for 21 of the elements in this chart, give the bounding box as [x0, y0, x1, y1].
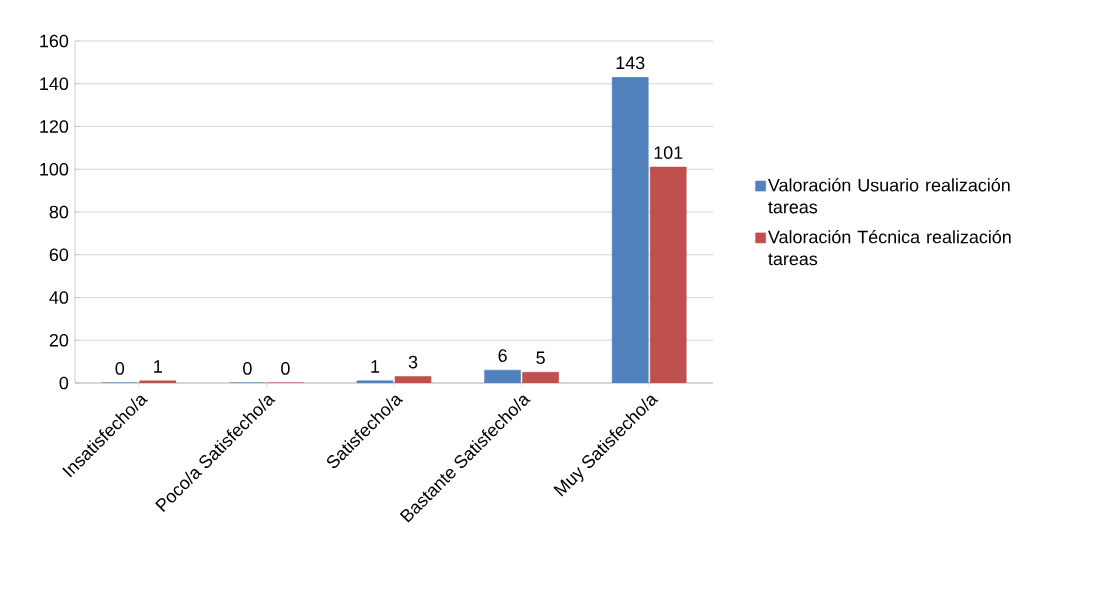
y-tick-label: 40: [49, 291, 69, 304]
y-tick-label: 140: [40, 77, 69, 91]
y-tick-label: 0: [59, 376, 69, 390]
legend-label: Valoración Usuario realización tareas: [768, 178, 1010, 214]
legend-label: Valoración Técnica realización tareas: [768, 229, 1011, 266]
data-label: 1: [154, 360, 162, 373]
data-label: 6: [498, 349, 507, 362]
data-label: 5: [536, 351, 545, 365]
data-label: 0: [281, 362, 290, 375]
y-tick-label: 80: [49, 205, 69, 219]
data-label: 101: [654, 146, 683, 159]
data-label: 3: [408, 355, 418, 369]
data-label: 1: [371, 360, 380, 373]
y-tick-label: 60: [49, 248, 69, 262]
data-label: 0: [243, 362, 252, 375]
y-tick-label: 100: [40, 162, 69, 176]
y-tick-label: 160: [40, 34, 69, 48]
data-label: 143: [616, 56, 645, 70]
y-tick-label: 20: [49, 333, 69, 347]
data-label: 0: [115, 362, 125, 375]
y-tick-label: 120: [40, 120, 69, 133]
